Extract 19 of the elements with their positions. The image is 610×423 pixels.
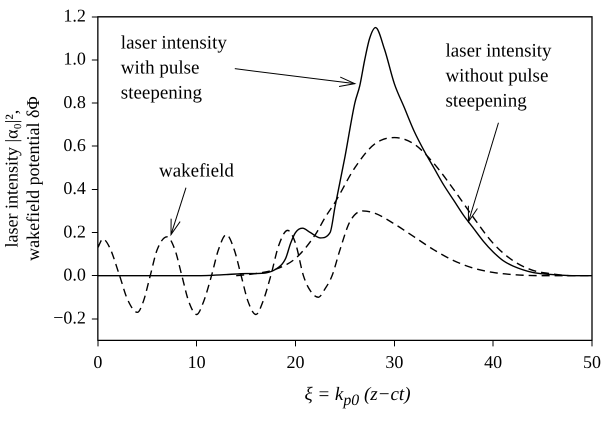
y-axis-title: laser intensity |α₀|², wakefield potential δΦ — [2, 96, 44, 261]
y-tick-label: 0.0 — [63, 264, 86, 284]
y-tick-label: 0.6 — [63, 134, 86, 155]
y-tick-label: 0.4 — [63, 178, 86, 198]
x-tick-label: 10 — [188, 352, 206, 372]
y-tick-label: 1.2 — [63, 6, 86, 26]
x-tick-label: 50 — [583, 352, 601, 372]
y-tick-label: 0.8 — [63, 92, 86, 112]
y-tick-label: 1.0 — [63, 48, 86, 69]
x-tick-label: 20 — [286, 352, 305, 372]
y-tick-label: 0.2 — [63, 221, 86, 242]
x-tick-label: 0 — [93, 352, 102, 372]
annotation: laser intensity without pulse steepening — [445, 40, 552, 112]
x-tick-label: 30 — [385, 352, 404, 372]
annotation: wakefield — [158, 160, 234, 182]
x-tick-label: 40 — [484, 352, 502, 372]
x-axis-title: ξ = k$_{p0}$ (z−ct) — [303, 384, 412, 410]
y-tick-label: −0.2 — [53, 308, 86, 328]
annotation: laser intensity with pulse steepening — [120, 32, 228, 104]
